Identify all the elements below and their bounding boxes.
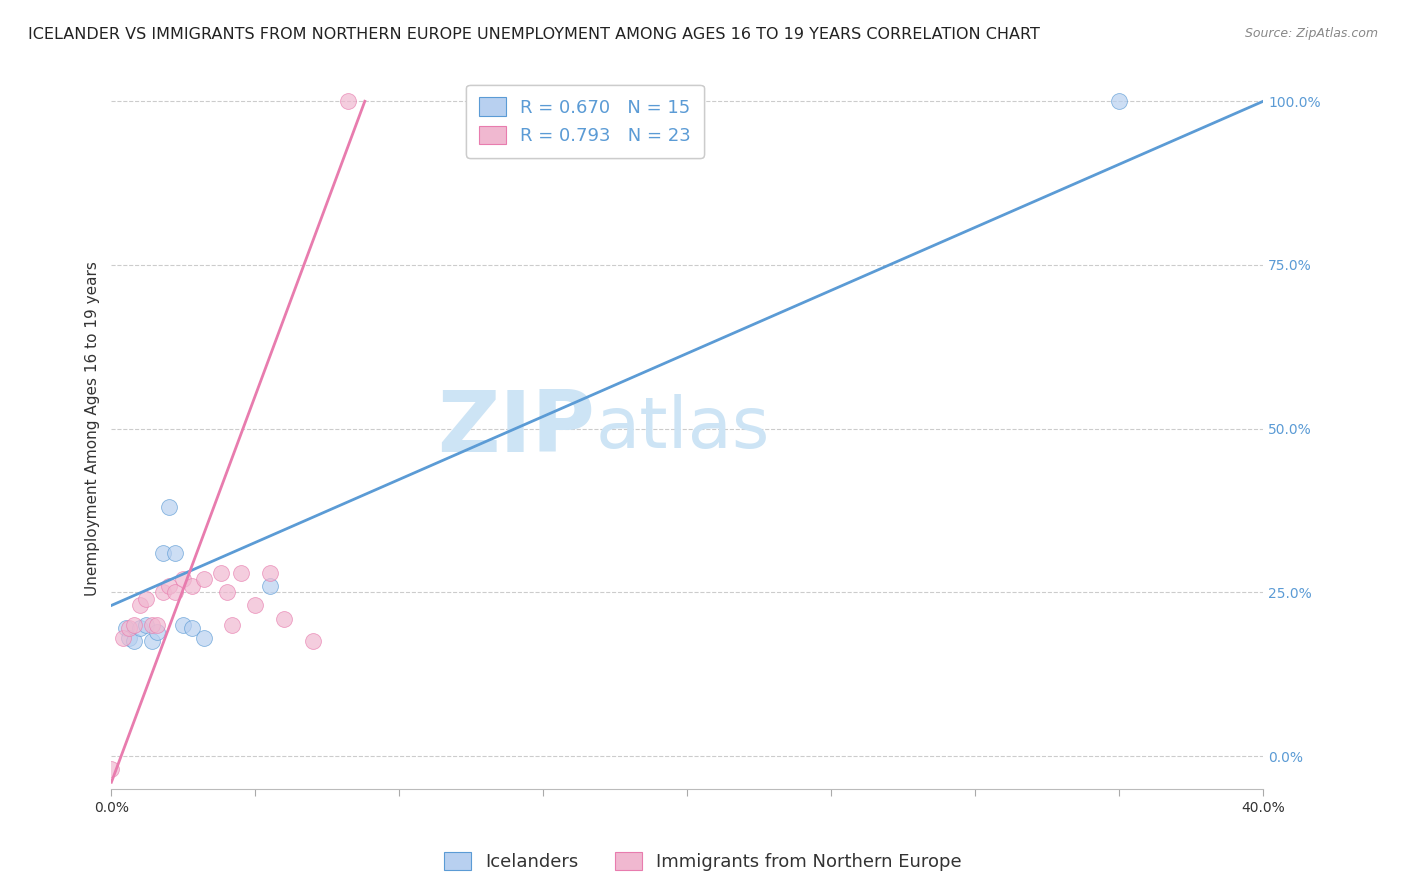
Point	[152, 585, 174, 599]
Text: ZIP: ZIP	[437, 387, 595, 470]
Y-axis label: Unemployment Among Ages 16 to 19 years: Unemployment Among Ages 16 to 19 years	[86, 261, 100, 596]
Point	[163, 546, 186, 560]
Point	[124, 634, 146, 648]
Point	[163, 585, 186, 599]
Text: atlas: atlas	[595, 394, 769, 463]
Point	[302, 634, 325, 648]
Point	[215, 585, 238, 599]
Point	[259, 579, 281, 593]
Point	[157, 500, 180, 515]
Legend: Icelanders, Immigrants from Northern Europe: Icelanders, Immigrants from Northern Eur…	[437, 845, 969, 879]
Point	[146, 624, 169, 639]
Point	[141, 618, 163, 632]
Point	[157, 579, 180, 593]
Point	[193, 572, 215, 586]
Point	[114, 621, 136, 635]
Point	[273, 611, 295, 625]
Point	[1108, 95, 1130, 109]
Text: Source: ZipAtlas.com: Source: ZipAtlas.com	[1244, 27, 1378, 40]
Text: ICELANDER VS IMMIGRANTS FROM NORTHERN EUROPE UNEMPLOYMENT AMONG AGES 16 TO 19 YE: ICELANDER VS IMMIGRANTS FROM NORTHERN EU…	[28, 27, 1040, 42]
Point	[124, 618, 146, 632]
Point	[141, 634, 163, 648]
Point	[209, 566, 232, 580]
Point	[259, 566, 281, 580]
Point	[135, 591, 157, 606]
Point	[135, 618, 157, 632]
Legend: R = 0.670   N = 15, R = 0.793   N = 23: R = 0.670 N = 15, R = 0.793 N = 23	[465, 85, 703, 158]
Point	[146, 618, 169, 632]
Point	[118, 621, 141, 635]
Point	[152, 546, 174, 560]
Point	[229, 566, 252, 580]
Point	[181, 621, 204, 635]
Point	[129, 599, 152, 613]
Point	[129, 621, 152, 635]
Point	[245, 599, 267, 613]
Point	[336, 95, 359, 109]
Point	[172, 572, 194, 586]
Point	[172, 618, 194, 632]
Point	[111, 631, 134, 645]
Point	[221, 618, 243, 632]
Point	[193, 631, 215, 645]
Point	[100, 762, 122, 776]
Point	[181, 579, 204, 593]
Point	[118, 631, 141, 645]
